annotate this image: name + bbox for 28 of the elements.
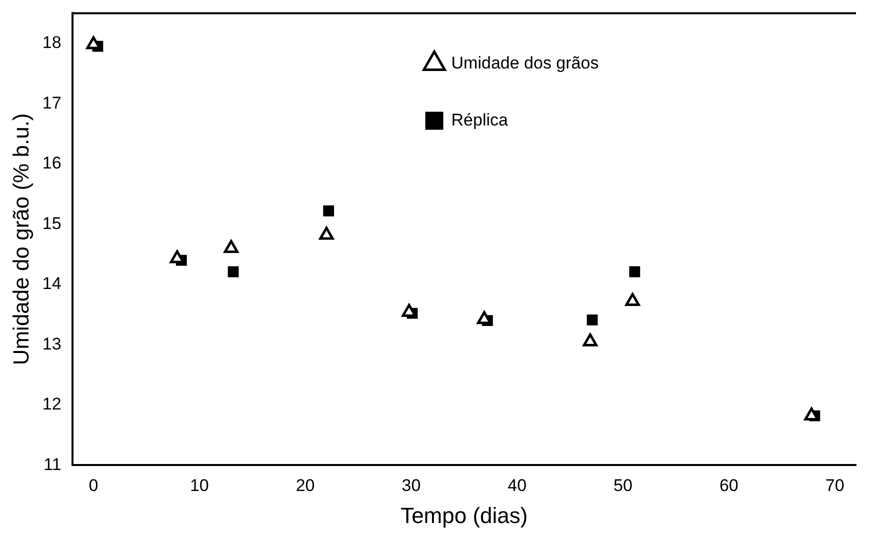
point — [586, 314, 598, 326]
point — [323, 205, 334, 216]
point — [228, 266, 239, 278]
x-tick-label: 0 — [88, 476, 98, 496]
y-tick-label: 17 — [42, 93, 62, 112]
x-tick-label: 60 — [719, 476, 738, 496]
x-tick-label: 70 — [825, 476, 844, 496]
y-tick-label: 18 — [42, 33, 62, 52]
y-axis-title: Umidade do grão (% b.u.) — [8, 113, 34, 366]
y-tick-label: 11 — [44, 454, 62, 474]
point — [625, 293, 640, 306]
point — [582, 333, 598, 346]
y-tick-label: 14 — [42, 274, 62, 294]
y-tick-label: 12 — [42, 394, 62, 414]
point — [224, 240, 238, 253]
point — [319, 226, 334, 240]
point — [629, 266, 640, 278]
x-tick-label: 30 — [402, 476, 421, 496]
x-tick-label: 50 — [614, 476, 632, 496]
x-axis-title: Tempo (dias) — [400, 502, 528, 528]
y-tick-label: 16 — [42, 154, 62, 173]
legend-label: Réplica — [451, 110, 509, 130]
y-tick-label: 13 — [42, 334, 62, 354]
y-tick-label: 15 — [42, 214, 62, 233]
x-tick-label: 20 — [296, 476, 315, 496]
legend-label: Umidade dos grãos — [451, 53, 599, 72]
x-tick-label: 10 — [190, 476, 209, 496]
x-tick-label: 40 — [508, 476, 527, 496]
